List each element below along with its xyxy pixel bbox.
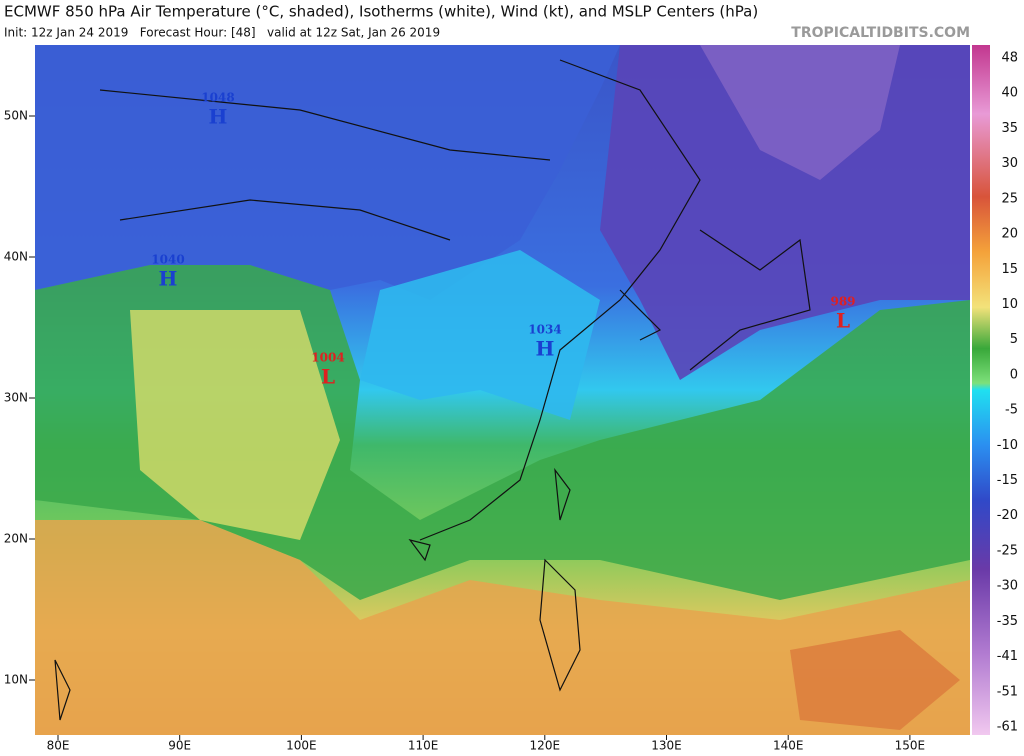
colorbar-label: 40 [1001, 86, 1018, 101]
colorbar-label: 30 [1001, 156, 1018, 171]
lon-label: 110E [408, 739, 439, 753]
center-pressure: 1048 [201, 91, 234, 105]
center-symbol: H [536, 337, 555, 361]
title: ECMWF 850 hPa Air Temperature (°C, shade… [4, 3, 758, 21]
lat-label: 50N [4, 109, 28, 123]
center-symbol: H [159, 267, 178, 291]
colorbar-label: -10 [997, 438, 1018, 453]
colorbar-label: 25 [1001, 191, 1018, 206]
center-pressure: 1034 [528, 323, 561, 337]
colorbar-label: 48 [1001, 51, 1018, 66]
lon-label: 80E [47, 739, 70, 753]
colorbar-label: -51 [997, 684, 1018, 699]
colorbar-label: 10 [1001, 297, 1018, 312]
map [35, 45, 970, 735]
colorbar-label: -35 [997, 614, 1018, 629]
lat-label: 40N [4, 250, 28, 264]
lon-label: 100E [286, 739, 317, 753]
lon-label: 130E [651, 739, 682, 753]
center-pressure: 989 [830, 295, 855, 309]
center-pressure: 1040 [151, 253, 184, 267]
center-symbol: L [321, 365, 335, 389]
lon-label: 150E [895, 739, 926, 753]
center-pressure: 1004 [311, 351, 344, 365]
colorbar-label: -30 [997, 579, 1018, 594]
colorbar [972, 45, 990, 735]
colorbar-label: 20 [1001, 227, 1018, 242]
colorbar-label: -61 [997, 720, 1018, 735]
colorbar-label: -15 [997, 473, 1018, 488]
lat-label: 10N [4, 673, 28, 687]
lon-label: 120E [530, 739, 561, 753]
lon-label: 90E [168, 739, 191, 753]
colorbar-label: 35 [1001, 121, 1018, 136]
colorbar-label: -5 [1005, 403, 1018, 418]
colorbar-label: 5 [1010, 332, 1018, 347]
colorbar-label: -41 [997, 649, 1018, 664]
lat-label: 30N [4, 391, 28, 405]
credit: TROPICALTIDBITS.COM [791, 25, 970, 41]
subtitle: Init: 12z Jan 24 2019 Forecast Hour: [48… [4, 26, 440, 40]
lon-label: 140E [773, 739, 804, 753]
center-symbol: L [836, 309, 850, 333]
colorbar-label: -20 [997, 508, 1018, 523]
center-symbol: H [209, 105, 228, 129]
colorbar-label: 0 [1010, 367, 1018, 382]
lat-label: 20N [4, 532, 28, 546]
colorbar-label: -25 [997, 543, 1018, 558]
colorbar-label: 15 [1001, 262, 1018, 277]
